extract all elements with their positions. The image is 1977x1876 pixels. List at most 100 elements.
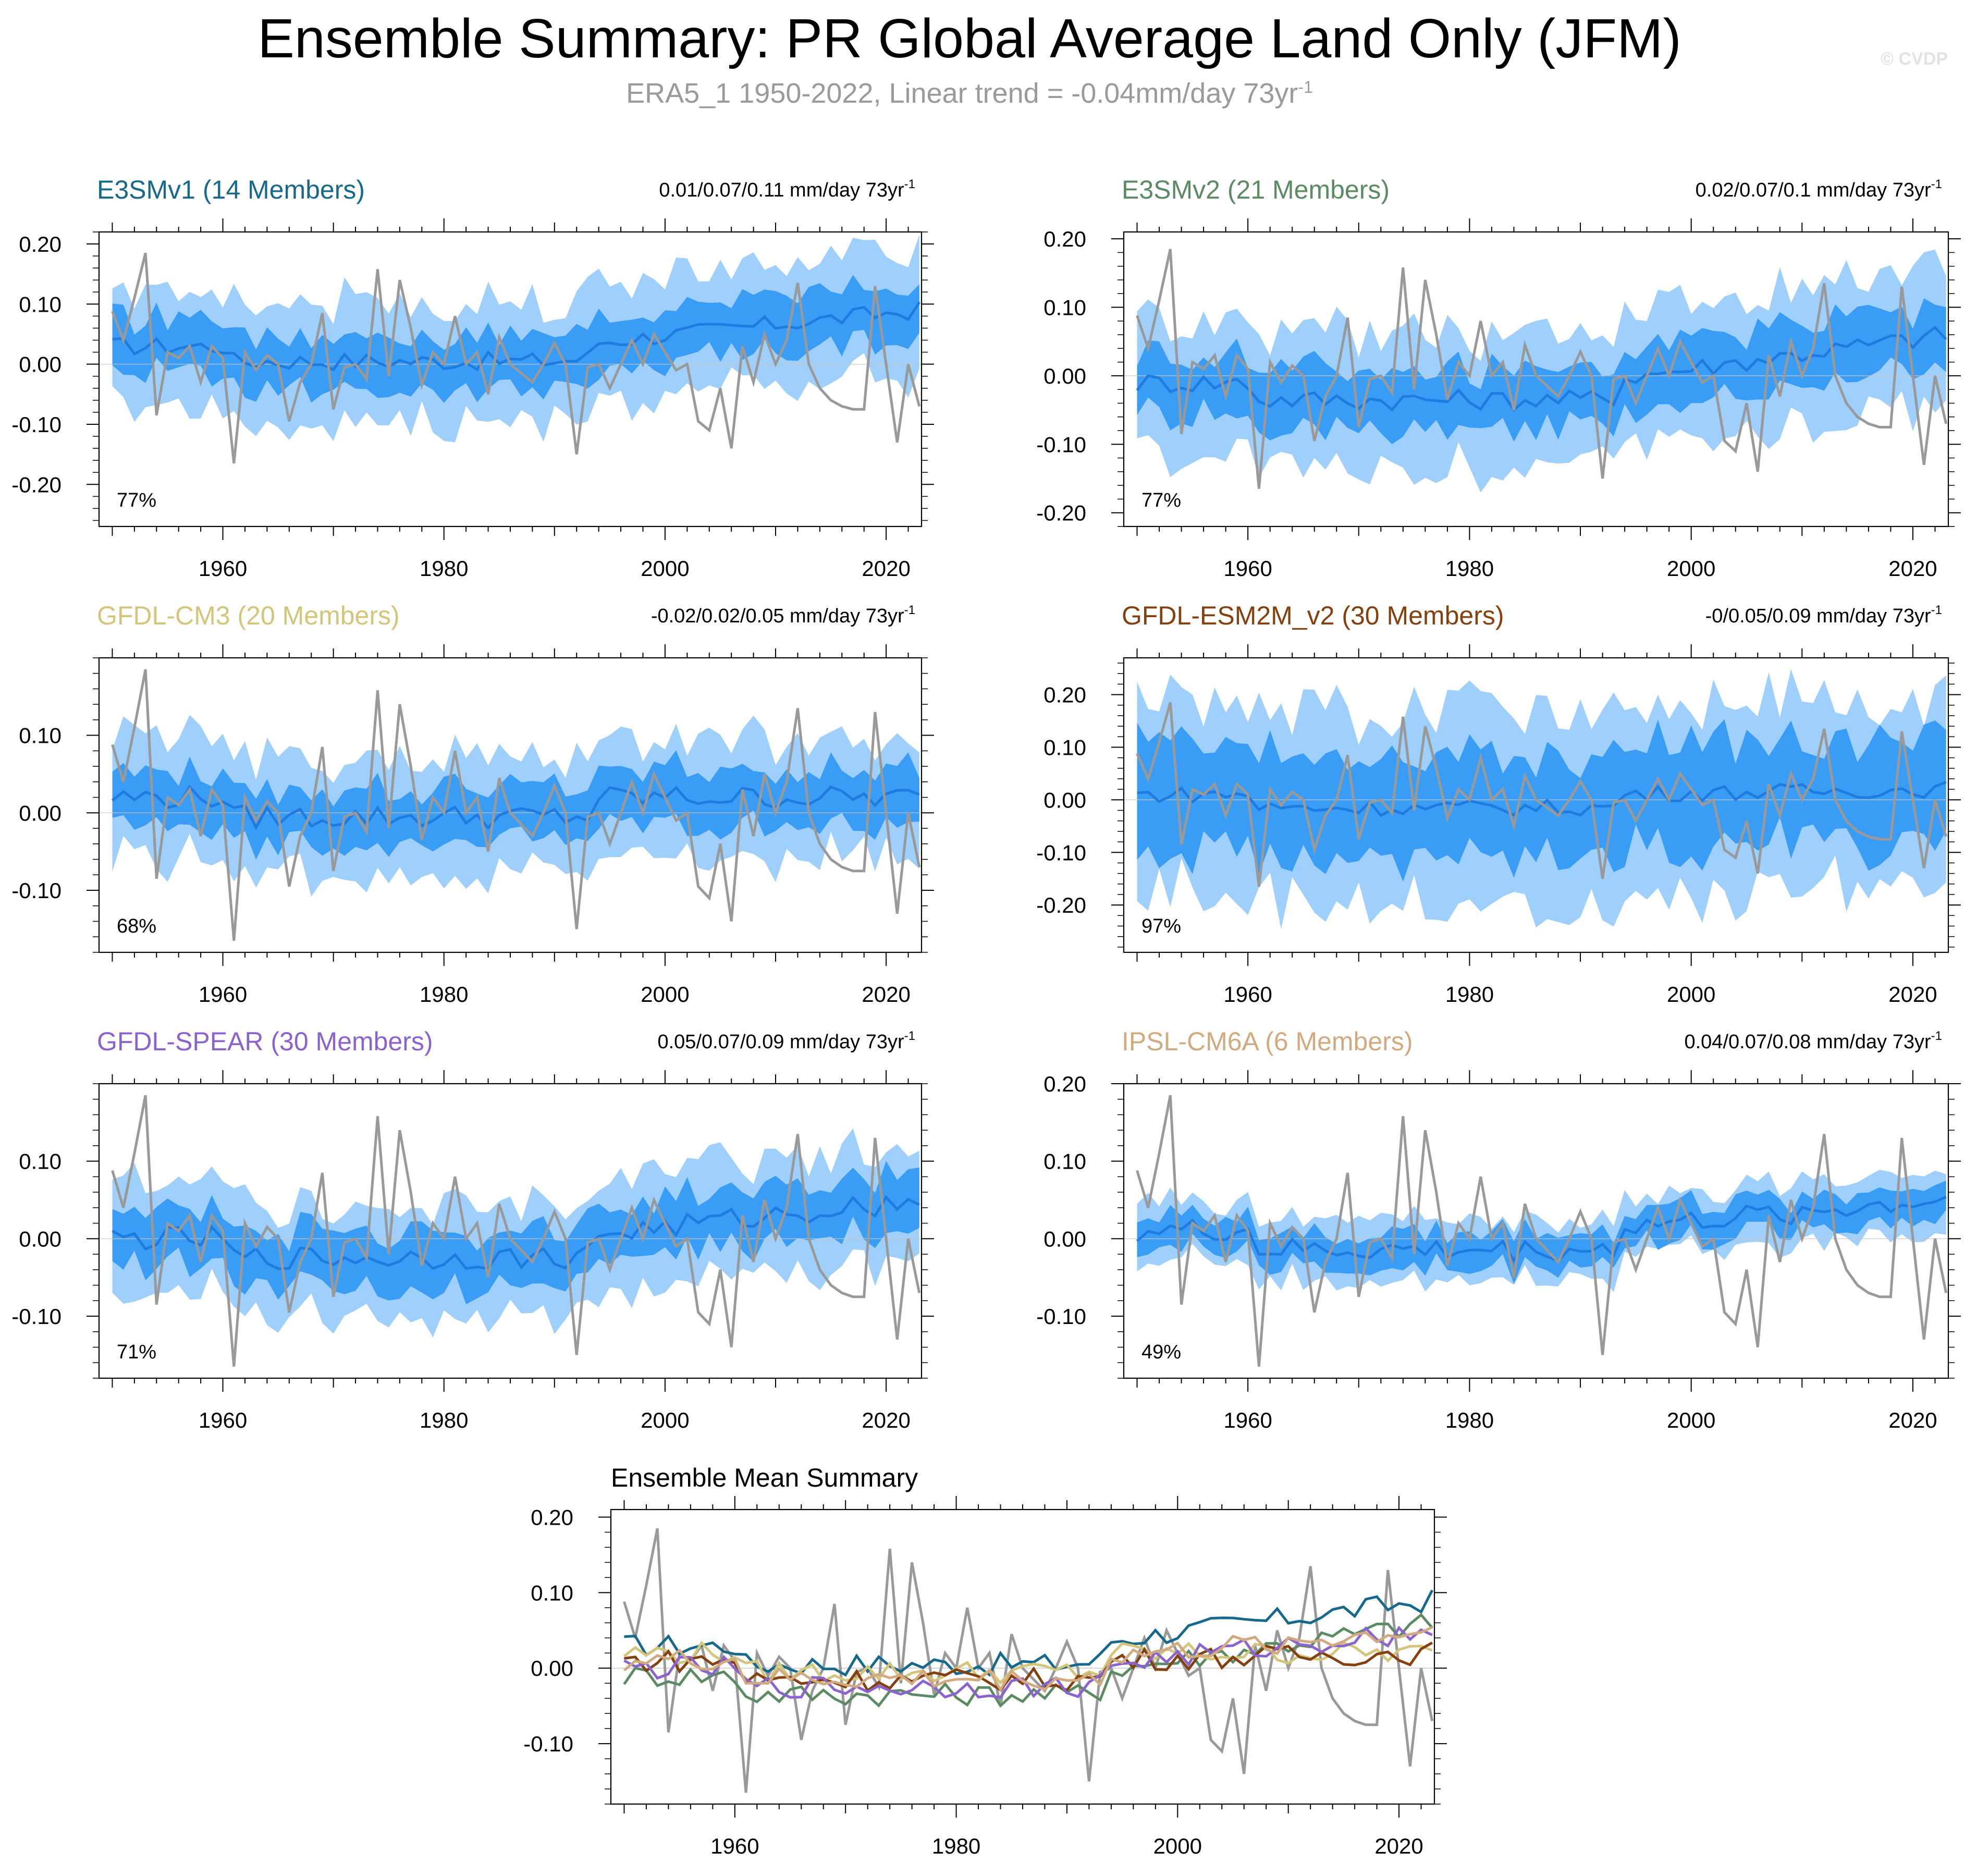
panel-title: E3SMv2 (21 Members) xyxy=(1122,175,1390,204)
x-tick-label: 2020 xyxy=(862,982,910,1007)
y-tick-label: -0.10 xyxy=(523,1732,573,1756)
summary-line-e3smv2 xyxy=(623,1613,1433,1708)
x-tick-label: 1980 xyxy=(420,982,468,1007)
summary-line-ipsl-cm6a xyxy=(623,1626,1433,1693)
x-tick-label: 1960 xyxy=(710,1834,759,1858)
trend-sup: -1 xyxy=(1931,603,1942,617)
panel-percent: 77% xyxy=(1141,489,1181,511)
trend-sup: -1 xyxy=(904,603,915,617)
subtitle-sup: -1 xyxy=(1298,78,1313,96)
trend-sup: -1 xyxy=(1931,177,1942,191)
ensemble-mean-line xyxy=(112,301,920,372)
summary-title: Ensemble Mean Summary xyxy=(611,1463,918,1492)
trend-value: 0.05/0.07/0.09 mm/day 73yr xyxy=(657,1031,904,1053)
trend-value: 0.01/0.07/0.11 mm/day 73yr xyxy=(659,179,904,201)
cvdp-watermark: © CVDP xyxy=(1881,49,1948,69)
ensemble-mean-line xyxy=(1137,781,1947,817)
plot-area xyxy=(99,235,922,464)
observed-line xyxy=(111,252,921,464)
subtitle-text: ERA5_1 1950-2022, Linear trend = -0.04mm… xyxy=(626,78,1298,109)
panel-ensemble-mean-summary: 1960 1980 2000 2020 0.20 0.10 0.00 -0.10 Ensembl… xyxy=(523,1463,1447,1858)
panel-percent: 71% xyxy=(117,1341,156,1363)
panel-e3smv2: 1960 1980 2000 2020 0.20 0.10 0.00 -0.10 -0.20 E3… xyxy=(1036,175,1961,581)
x-tick-label: 1980 xyxy=(420,556,468,581)
trend-sup: -1 xyxy=(1931,1029,1942,1043)
observed-line xyxy=(1136,249,1948,489)
panel-percent: 77% xyxy=(117,489,156,511)
y-tick-label: -0.10 xyxy=(11,1304,62,1329)
y-tick-label: 0.00 xyxy=(19,801,62,825)
outer-range-band xyxy=(1137,1170,1946,1292)
y-tick-label: 0.00 xyxy=(1043,788,1086,812)
y-tick-label: 0.10 xyxy=(19,1149,62,1174)
panel-trend-text: -0.02/0.02/0.05 mm/day 73yr-1 xyxy=(651,603,915,627)
y-tick-label: -0.20 xyxy=(1036,893,1086,917)
y-tick-label: 0.20 xyxy=(1043,227,1086,251)
y-tick-label: -0.10 xyxy=(1036,432,1086,457)
panel-trend-text: 0.05/0.07/0.09 mm/day 73yr-1 xyxy=(657,1029,915,1053)
x-tick-label: 2000 xyxy=(1153,1834,1202,1858)
panel-trend-text: 0.04/0.07/0.08 mm/day 73yr-1 xyxy=(1684,1029,1942,1053)
x-tick-label: 1980 xyxy=(420,1408,468,1432)
x-tick-label: 1980 xyxy=(932,1834,980,1858)
observed-line xyxy=(1136,1095,1948,1367)
x-tick-label: 1960 xyxy=(1223,982,1272,1007)
plot-area xyxy=(99,669,922,941)
x-tick-label: 2020 xyxy=(1888,982,1937,1007)
x-tick-label: 1960 xyxy=(199,556,247,581)
summary-line-gfdl-spear xyxy=(623,1625,1433,1699)
figure-subtitle: ERA5_1 1950-2022, Linear trend = -0.04mm… xyxy=(0,77,1939,109)
inner-range-band xyxy=(112,1161,919,1305)
y-tick-label: -0.10 xyxy=(1036,1304,1086,1329)
y-tick-label: 0.20 xyxy=(531,1505,573,1529)
panel-percent: 49% xyxy=(1141,1341,1181,1363)
x-tick-label: 2000 xyxy=(641,1408,689,1432)
x-tick-label: 1980 xyxy=(1445,1408,1494,1432)
x-tick-label: 2020 xyxy=(862,556,910,581)
plot-area xyxy=(1124,1095,1948,1367)
panel-percent: 68% xyxy=(117,915,156,937)
y-tick-label: 0.10 xyxy=(19,292,62,316)
y-tick-label: 0.10 xyxy=(531,1580,573,1605)
x-tick-label: 2000 xyxy=(641,556,689,581)
y-tick-label: 0.10 xyxy=(1043,735,1086,760)
panel-percent: 97% xyxy=(1141,915,1181,937)
y-tick-label: 0.00 xyxy=(19,1227,62,1251)
trend-value: -0.02/0.02/0.05 mm/day 73yr xyxy=(651,605,904,627)
trend-sup: -1 xyxy=(904,1029,915,1043)
y-tick-label: 0.10 xyxy=(19,724,62,748)
y-tick-label: 0.10 xyxy=(1043,296,1086,320)
y-tick-label: 0.00 xyxy=(1043,364,1086,388)
inner-range-band xyxy=(112,275,919,403)
ensemble-mean-line xyxy=(111,784,920,830)
panel-title: E3SMv1 (14 Members) xyxy=(97,175,365,204)
plot-area xyxy=(1124,249,1948,493)
panel-e3smv1: 1960 1980 2000 2020 0.20 0.10 0.00 -0.10 -0.20 E3… xyxy=(11,175,934,581)
summary-plot-area xyxy=(611,1528,1434,1793)
summary-line-e3smv1 xyxy=(624,1589,1434,1677)
plot-area xyxy=(99,1095,922,1367)
observed-line xyxy=(111,1095,921,1367)
y-tick-label: -0.20 xyxy=(11,472,62,497)
trend-value: 0.02/0.07/0.1 mm/day 73yr xyxy=(1696,179,1931,201)
y-tick-label: -0.20 xyxy=(1036,501,1086,525)
y-tick-label: 0.10 xyxy=(1043,1149,1086,1174)
x-tick-label: 1980 xyxy=(1445,556,1494,581)
x-tick-label: 2000 xyxy=(1667,982,1715,1007)
y-tick-label: 0.20 xyxy=(1043,683,1086,707)
trend-value: 0.04/0.07/0.08 mm/day 73yr xyxy=(1684,1031,1931,1053)
panel-title: GFDL-SPEAR (30 Members) xyxy=(97,1027,433,1056)
inner-range-band xyxy=(1137,1181,1946,1284)
figure-title: Ensemble Summary: PR Global Average Land… xyxy=(257,8,1681,69)
panel-trend-text: -0/0.05/0.09 mm/day 73yr-1 xyxy=(1705,603,1942,627)
inner-range-band xyxy=(112,750,919,860)
y-tick-label: 0.00 xyxy=(1043,1227,1086,1251)
x-tick-label: 1960 xyxy=(199,1408,247,1432)
inner-range-band xyxy=(1137,298,1946,445)
y-tick-label: 0.20 xyxy=(19,232,62,256)
x-tick-label: 2000 xyxy=(1667,556,1715,581)
x-tick-label: 2020 xyxy=(1888,1408,1937,1432)
trend-value: -0/0.05/0.09 mm/day 73yr xyxy=(1705,605,1931,627)
plot-area xyxy=(1124,669,1948,929)
